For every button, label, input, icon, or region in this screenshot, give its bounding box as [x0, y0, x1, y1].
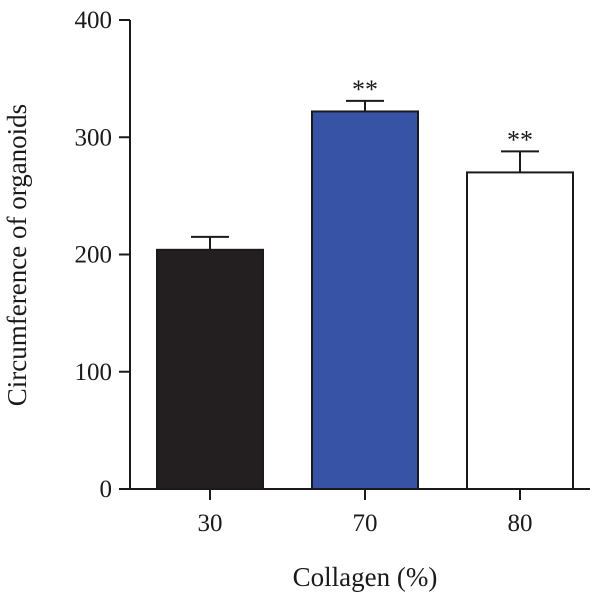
y-axis-title: Circumference of organoids: [2, 104, 32, 406]
x-tick-label: 70: [353, 510, 378, 537]
bars: ** **: [156, 75, 574, 491]
y-tick-label: 300: [75, 124, 113, 151]
x-tick-label: 80: [508, 510, 533, 537]
y-ticks: 0 100 200 300 400: [75, 7, 130, 503]
significance-label: **: [507, 125, 533, 154]
y-tick-label: 200: [75, 242, 113, 269]
x-axis-title: Collagen (%): [293, 562, 438, 592]
x-tick-label: 30: [198, 510, 223, 537]
y-tick-label: 0: [100, 476, 113, 503]
significance-label: **: [352, 75, 378, 104]
bar-80: [466, 171, 574, 491]
x-axis: 30 70 80: [130, 488, 590, 537]
y-tick-label: 400: [75, 7, 113, 34]
x-ticks: 30 70 80: [198, 489, 533, 537]
bar-70: [311, 110, 419, 491]
bar-30: [156, 248, 264, 490]
y-axis: 0 100 200 300 400: [75, 7, 131, 503]
y-tick-label: 100: [75, 359, 113, 386]
